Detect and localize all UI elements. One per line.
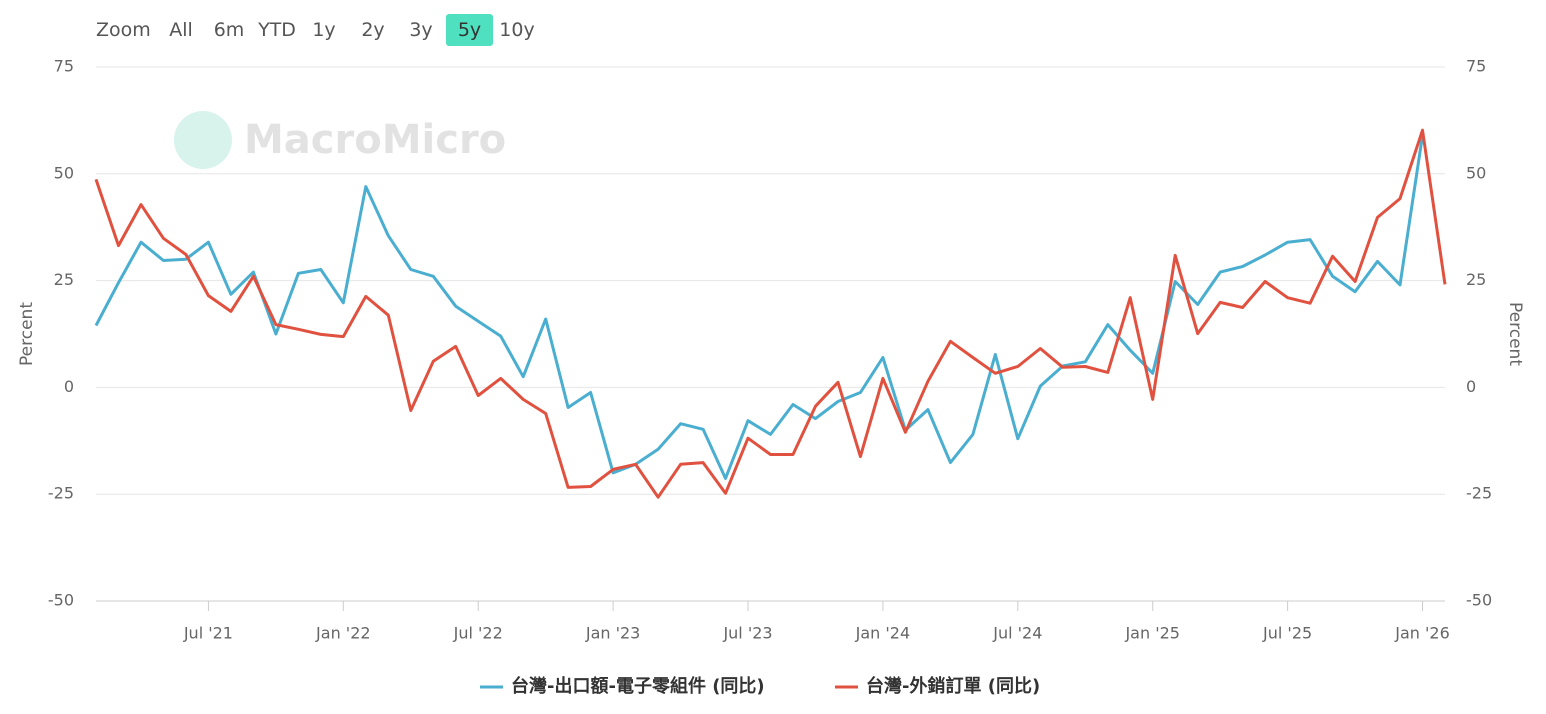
y-tick-label: 0 bbox=[64, 377, 74, 396]
y-axis-title: Percent bbox=[17, 302, 37, 366]
range-button[interactable]: 1y bbox=[312, 19, 336, 41]
y-tick-label: -25 bbox=[48, 484, 74, 503]
legend-label: 台灣-出口額-電子零組件 (同比) bbox=[511, 675, 765, 697]
y2-tick-label: 50 bbox=[1466, 163, 1486, 182]
range-selector: Zoom All 6m YTD 1y 2y 3y 5y 10y bbox=[0, 0, 1546, 50]
series-line bbox=[94, 135, 1424, 480]
y2-tick-label: -25 bbox=[1466, 484, 1492, 503]
watermark: MacroMicro bbox=[244, 117, 506, 163]
y2-tick-label: -50 bbox=[1466, 591, 1492, 610]
x-tick-label: Jan '22 bbox=[315, 624, 371, 643]
range-button[interactable]: YTD bbox=[258, 19, 296, 41]
x-tick-label: Jan '25 bbox=[1124, 624, 1180, 643]
y-tick-label: -50 bbox=[48, 591, 74, 610]
y-tick-label: 50 bbox=[54, 163, 74, 182]
y2-tick-label: 75 bbox=[1466, 57, 1486, 76]
range-button[interactable]: 6m bbox=[213, 19, 245, 41]
y2-tick-label: 25 bbox=[1466, 270, 1486, 289]
series-line bbox=[94, 128, 1447, 499]
range-button[interactable]: 5y bbox=[446, 14, 493, 46]
x-tick-label: Jul '24 bbox=[992, 624, 1042, 643]
y2-tick-label: 0 bbox=[1466, 377, 1476, 396]
x-tick-label: Jul '23 bbox=[722, 624, 772, 643]
range-button[interactable]: 2y bbox=[361, 19, 385, 41]
x-tick-label: Jan '26 bbox=[1394, 624, 1450, 643]
y-tick-label: 25 bbox=[54, 270, 74, 289]
x-tick-label: Jul '21 bbox=[183, 624, 233, 643]
watermark-logo bbox=[174, 111, 232, 169]
y-tick-label: 75 bbox=[54, 57, 74, 76]
range-button[interactable]: All bbox=[169, 19, 193, 41]
zoom-label: Zoom bbox=[96, 19, 151, 41]
range-button[interactable]: 10y bbox=[499, 19, 535, 41]
x-tick-label: Jan '23 bbox=[585, 624, 641, 643]
legend-label: 台灣-外銷訂單 (同比) bbox=[866, 675, 1040, 697]
x-tick-label: Jan '24 bbox=[855, 624, 911, 643]
y2-axis-title: Percent bbox=[1505, 302, 1525, 366]
x-tick-label: Jul '22 bbox=[453, 624, 503, 643]
range-button[interactable]: 3y bbox=[409, 19, 433, 41]
x-tick-label: Jul '25 bbox=[1262, 624, 1312, 643]
